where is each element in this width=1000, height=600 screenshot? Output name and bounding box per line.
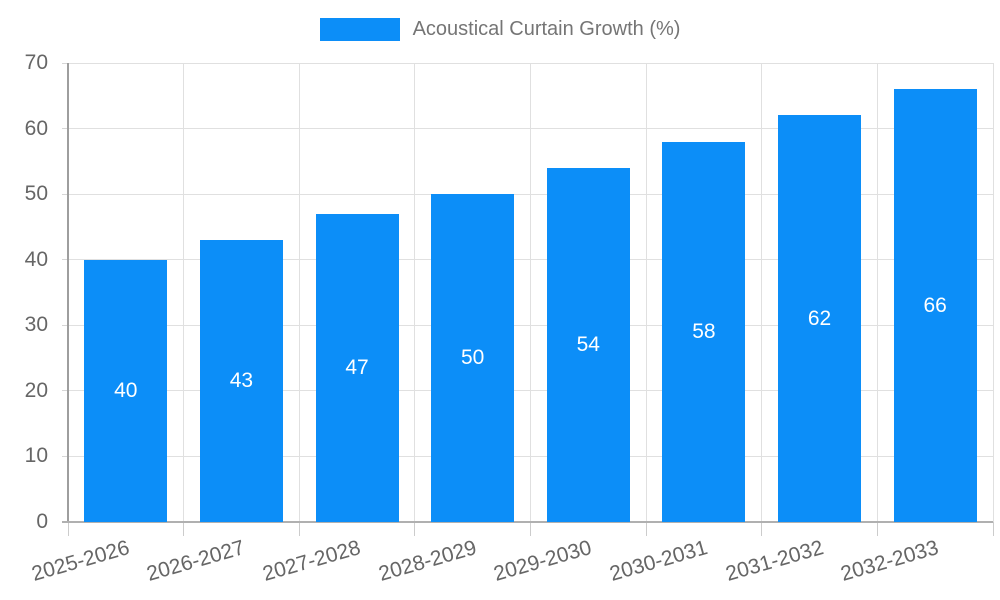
bar-2028-2029[interactable] (431, 194, 515, 522)
bar-value-label: 58 (692, 319, 716, 343)
x-axis-tick (761, 522, 763, 536)
x-axis-tick (414, 522, 416, 536)
x-axis-tick (876, 522, 878, 536)
y-axis-tick (62, 259, 68, 261)
y-axis-tick (62, 128, 68, 130)
bar-2025-2026[interactable] (84, 259, 168, 522)
y-axis-tick-label: 0 (36, 510, 48, 533)
y-axis-tick (62, 324, 68, 326)
y-axis-tick-label: 50 (24, 182, 48, 206)
x-axis-tick (298, 522, 300, 536)
y-axis-tick-label: 70 (24, 51, 48, 74)
x-axis-tick (645, 522, 647, 536)
x-axis-tick (992, 522, 994, 536)
y-axis-tick-label: 60 (24, 116, 48, 140)
bar-value-label: 40 (114, 378, 138, 402)
y-axis-tick (62, 193, 68, 195)
legend-item[interactable]: Acoustical Curtain Growth (%) (0, 18, 1000, 41)
bar-2030-2031[interactable] (662, 141, 746, 522)
bar-value-label: 50 (461, 346, 485, 370)
gridline-vertical (183, 63, 185, 522)
gridline-vertical (298, 63, 300, 522)
y-axis-tick (62, 455, 68, 457)
x-axis-line (62, 521, 993, 523)
x-axis-tick (67, 522, 69, 536)
y-axis-tick (62, 390, 68, 392)
legend-label: Acoustical Curtain Growth (%) (412, 18, 681, 40)
bar-value-label: 62 (807, 306, 832, 330)
y-axis-tick-label: 30 (24, 313, 48, 337)
gridline-vertical (876, 63, 878, 522)
bar-value-label: 43 (229, 369, 254, 393)
gridline-vertical (530, 63, 531, 522)
bar-2027-2028[interactable] (315, 213, 399, 522)
legend-swatch (319, 18, 400, 41)
bar-2031-2032[interactable] (778, 115, 862, 522)
x-axis-tick (530, 522, 531, 536)
y-axis-tick-label: 10 (24, 444, 48, 468)
bar-2026-2027[interactable] (199, 240, 283, 522)
bar-2029-2030[interactable] (546, 167, 630, 522)
gridline-vertical (645, 63, 647, 522)
y-axis-line (67, 63, 69, 522)
bar-value-label: 66 (923, 293, 947, 317)
gridline-vertical (414, 63, 416, 522)
x-axis-tick (183, 522, 185, 536)
gridline-vertical (992, 63, 994, 522)
y-axis-tick (62, 62, 68, 64)
bar-2032-2033[interactable] (893, 89, 977, 522)
y-axis-tick-label: 40 (24, 247, 48, 271)
bar-value-label: 54 (576, 332, 600, 356)
gridline-vertical (761, 63, 763, 522)
bar-value-label: 47 (345, 355, 369, 379)
y-axis-tick-label: 20 (24, 378, 48, 402)
